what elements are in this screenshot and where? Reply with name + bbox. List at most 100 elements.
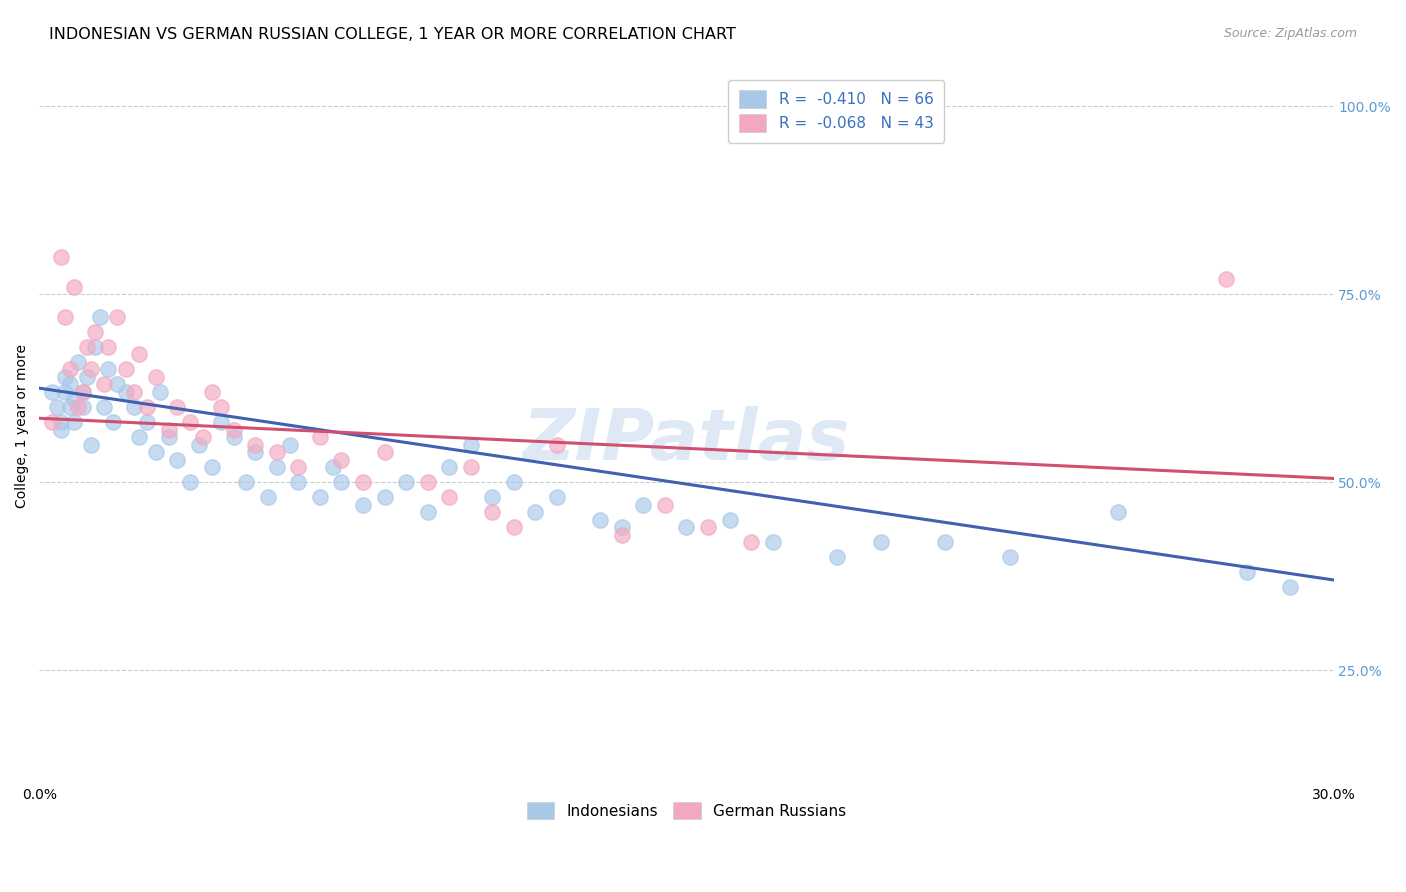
Point: [124, 400, 146, 414]
Point: [222, 430, 245, 444]
Point: [53, 384, 76, 399]
Point: [76, 340, 98, 354]
Point: [128, 430, 150, 444]
Point: [41, 415, 63, 429]
Point: [308, 490, 330, 504]
Text: ZIPatlas: ZIPatlas: [523, 406, 851, 475]
Point: [128, 347, 150, 361]
Point: [1279, 581, 1302, 595]
Point: [49, 423, 72, 437]
Point: [278, 437, 301, 451]
Point: [97, 362, 120, 376]
Point: [145, 370, 167, 384]
Point: [72, 400, 94, 414]
Point: [243, 445, 266, 459]
Point: [243, 437, 266, 451]
Point: [373, 445, 395, 459]
Point: [718, 513, 741, 527]
Point: [136, 400, 159, 414]
Point: [395, 475, 418, 490]
Point: [287, 460, 309, 475]
Point: [330, 475, 353, 490]
Point: [322, 460, 344, 475]
Point: [201, 384, 224, 399]
Point: [266, 460, 288, 475]
Point: [589, 513, 612, 527]
Point: [235, 475, 257, 490]
Point: [437, 460, 460, 475]
Point: [53, 370, 76, 384]
Point: [76, 370, 98, 384]
Point: [49, 415, 72, 429]
Point: [524, 505, 547, 519]
Point: [546, 437, 568, 451]
Point: [266, 445, 288, 459]
Legend: Indonesians, German Russians: Indonesians, German Russians: [520, 796, 852, 825]
Point: [166, 452, 188, 467]
Point: [72, 384, 94, 399]
Point: [934, 535, 956, 549]
Point: [308, 430, 330, 444]
Point: [63, 415, 86, 429]
Point: [437, 490, 460, 504]
Point: [166, 400, 188, 414]
Point: [149, 384, 172, 399]
Point: [762, 535, 785, 549]
Point: [257, 490, 280, 504]
Point: [145, 445, 167, 459]
Point: [654, 498, 676, 512]
Point: [63, 279, 86, 293]
Point: [697, 520, 720, 534]
Text: INDONESIAN VS GERMAN RUSSIAN COLLEGE, 1 YEAR OR MORE CORRELATION CHART: INDONESIAN VS GERMAN RUSSIAN COLLEGE, 1 …: [49, 27, 737, 42]
Point: [157, 430, 180, 444]
Text: Source: ZipAtlas.com: Source: ZipAtlas.com: [1223, 27, 1357, 40]
Point: [1107, 505, 1129, 519]
Point: [481, 490, 503, 504]
Point: [179, 415, 201, 429]
Point: [460, 437, 482, 451]
Point: [503, 475, 526, 490]
Point: [1215, 272, 1237, 286]
Point: [1236, 566, 1258, 580]
Point: [114, 384, 136, 399]
Y-axis label: College, 1 year or more: College, 1 year or more: [15, 343, 30, 508]
Point: [59, 362, 82, 376]
Point: [72, 384, 94, 399]
Point: [416, 505, 439, 519]
Point: [80, 437, 103, 451]
Point: [93, 377, 115, 392]
Point: [188, 437, 211, 451]
Point: [416, 475, 439, 490]
Point: [67, 355, 90, 369]
Point: [93, 400, 115, 414]
Point: [633, 498, 655, 512]
Point: [53, 310, 76, 324]
Point: [179, 475, 201, 490]
Point: [546, 490, 568, 504]
Point: [67, 400, 90, 414]
Point: [49, 250, 72, 264]
Point: [84, 340, 107, 354]
Point: [80, 362, 103, 376]
Point: [101, 415, 124, 429]
Point: [610, 528, 633, 542]
Point: [209, 415, 232, 429]
Point: [610, 520, 633, 534]
Point: [503, 520, 526, 534]
Point: [352, 498, 374, 512]
Point: [105, 377, 128, 392]
Point: [157, 423, 180, 437]
Point: [114, 362, 136, 376]
Point: [675, 520, 697, 534]
Point: [59, 400, 82, 414]
Point: [193, 430, 215, 444]
Point: [352, 475, 374, 490]
Point: [89, 310, 111, 324]
Point: [373, 490, 395, 504]
Point: [63, 392, 86, 407]
Point: [59, 377, 82, 392]
Point: [84, 325, 107, 339]
Point: [827, 550, 849, 565]
Point: [105, 310, 128, 324]
Point: [330, 452, 353, 467]
